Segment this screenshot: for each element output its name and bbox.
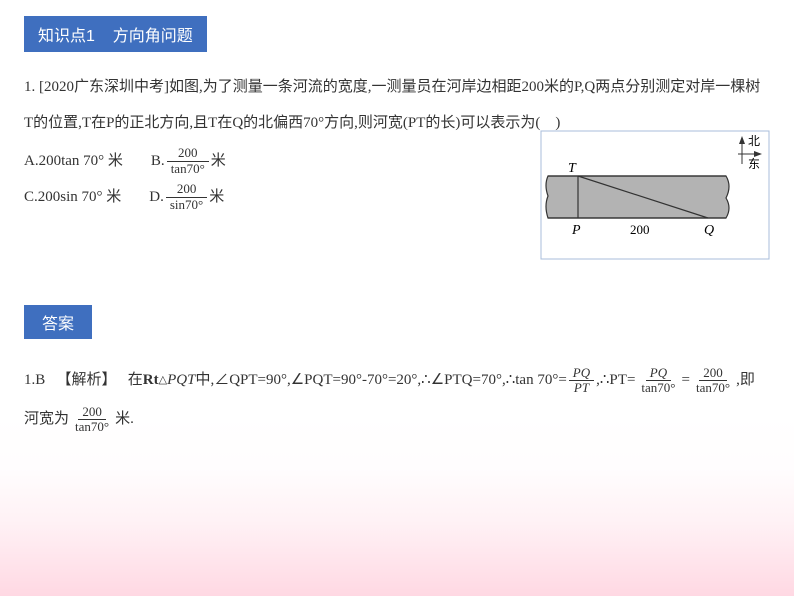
analysis-tag: 【解析】 bbox=[57, 361, 117, 400]
north-label: 北 bbox=[748, 134, 760, 148]
label-P: P bbox=[571, 223, 581, 238]
fraction: 200 tan70° bbox=[692, 366, 734, 396]
river-diagram: 北 东 T P Q 200 bbox=[540, 130, 770, 260]
answer-heading: 答案 bbox=[24, 305, 92, 339]
fraction: 200 tan70° bbox=[71, 405, 113, 435]
question-line-1: 1. [2020广东深圳中考]如图,为了测量一条河流的宽度,一测量员在河岸边相距… bbox=[24, 72, 770, 104]
option-C: C.200sin 70° 米 bbox=[24, 179, 121, 215]
option-A: A.200tan 70° 米 bbox=[24, 143, 123, 179]
river-shape bbox=[546, 176, 729, 218]
fraction: PQ PT bbox=[569, 366, 594, 396]
knowledge-heading: 知识点1 方向角问题 bbox=[24, 16, 207, 52]
fraction: 200 tan70° bbox=[167, 146, 209, 176]
fraction: PQ tan70° bbox=[637, 366, 679, 396]
option-D: D. 200 sin70° 米 bbox=[149, 179, 224, 215]
label-200: 200 bbox=[630, 222, 650, 237]
heading-title: 方向角问题 bbox=[113, 28, 193, 45]
label-T: T bbox=[568, 161, 577, 176]
east-label: 东 bbox=[748, 157, 760, 171]
solution-body: 1.B 【解析】 在 Rt△PQT 中,∠QPT=90°,∠PQT=90°-70… bbox=[24, 361, 770, 439]
answer-key: 1.B bbox=[24, 361, 45, 400]
diagram-figure: 北 东 T P Q 200 bbox=[540, 130, 770, 265]
question-block: 1. [2020广东深圳中考]如图,为了测量一条河流的宽度,一测量员在河岸边相距… bbox=[24, 72, 770, 215]
heading-prefix: 知识点1 bbox=[38, 28, 95, 45]
option-B: B. 200 tan70° 米 bbox=[151, 143, 226, 179]
fraction: 200 sin70° bbox=[166, 182, 207, 212]
page-content: 知识点1 方向角问题 1. [2020广东深圳中考]如图,为了测量一条河流的宽度… bbox=[0, 0, 794, 455]
label-Q: Q bbox=[704, 223, 714, 238]
